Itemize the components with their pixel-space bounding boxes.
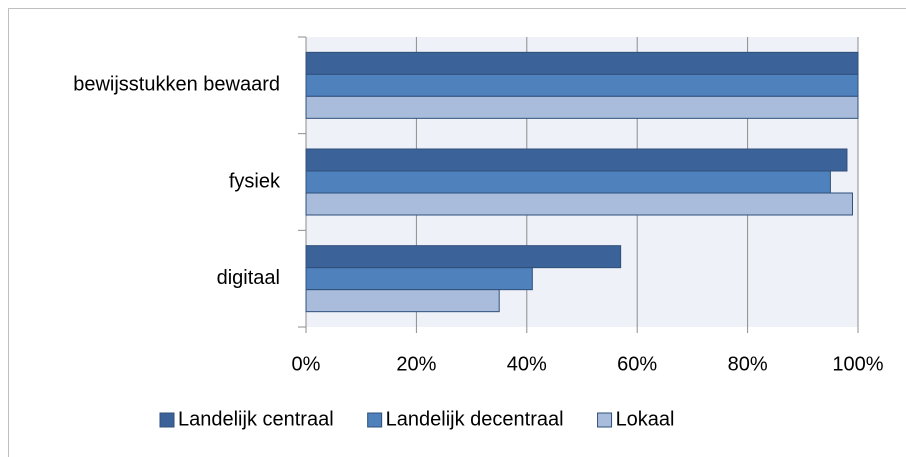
bar [305,148,848,172]
legend-label: Landelijk decentraal [386,408,564,430]
bar [305,245,622,269]
chart-frame [8,8,906,457]
legend-swatch [597,412,613,428]
x-tick-label: 0% [292,353,321,375]
legend-swatch [367,412,383,428]
x-tick-label: 20% [396,353,436,375]
x-tick-label: 80% [728,353,768,375]
bar [305,51,859,75]
legend-label: Landelijk centraal [178,408,334,430]
y-tick-label: fysiek [229,170,281,192]
bar [305,95,859,119]
bar [305,73,859,97]
x-tick-label: 60% [617,353,657,375]
x-tick-label: 40% [507,353,547,375]
y-tick-label: bewijsstukken bewaard [73,74,280,96]
legend-label: Lokaal [616,408,675,430]
y-tick-label: digitaal [217,267,280,289]
bar [305,170,831,194]
x-tick-label: 100% [832,353,883,375]
legend-swatch [159,412,175,428]
bar [305,267,533,291]
bar [305,289,500,313]
bar [305,192,853,216]
